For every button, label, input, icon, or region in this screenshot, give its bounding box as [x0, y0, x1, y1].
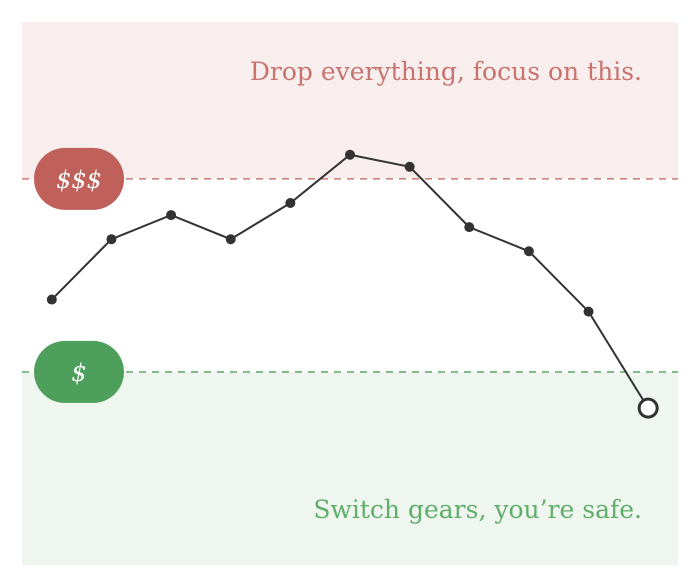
data-point — [404, 161, 415, 172]
danger-zone-label: Drop everything, focus on this. — [250, 57, 642, 86]
high-threshold-label: $$$ — [56, 166, 102, 194]
data-point — [464, 222, 475, 233]
data-point — [225, 234, 236, 245]
data-point-latest — [637, 397, 659, 419]
data-point — [345, 149, 355, 160]
data-point — [523, 246, 534, 257]
data-point — [166, 210, 177, 221]
data-point — [583, 306, 594, 317]
safe-zone — [22, 371, 678, 565]
series-line — [51, 153, 650, 409]
low-threshold-badge — [34, 340, 124, 403]
data-point — [46, 294, 57, 305]
low-threshold-label: $ — [71, 359, 86, 387]
high-threshold-badge — [34, 147, 124, 210]
data-point — [106, 234, 117, 245]
safe-zone-label: Switch gears, you’re safe. — [313, 495, 642, 524]
data-point — [285, 198, 296, 208]
